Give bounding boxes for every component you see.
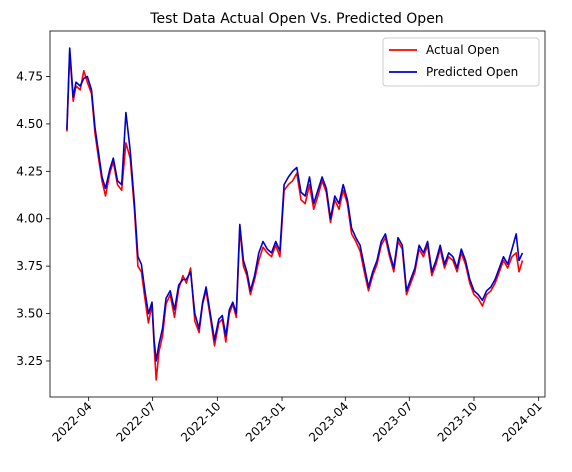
chart-title: Test Data Actual Open Vs. Predicted Open: [149, 11, 443, 27]
y-tick-label: 4.25: [16, 164, 43, 178]
legend-box: [382, 37, 540, 87]
y-tick-label: 4.00: [16, 212, 43, 226]
plot-area-frame: [49, 30, 546, 398]
y-tick-label: 3.75: [16, 259, 43, 273]
y-axis: 3.25 3.50 3.75 4.00 4.25 4.50 4.75: [16, 70, 50, 368]
legend-label-actual-open: Actual Open: [426, 43, 499, 57]
series-line-predicted-open: [66, 47, 524, 362]
y-tick-label: 4.75: [16, 70, 43, 84]
legend: Actual Open Predicted Open: [382, 37, 540, 87]
y-tick-label: 3.25: [16, 354, 43, 368]
y-tick-label: 4.50: [16, 117, 43, 131]
y-tick-label: 3.50: [16, 307, 43, 321]
series-layer: [66, 47, 524, 381]
legend-label-predicted-open: Predicted Open: [426, 65, 518, 79]
